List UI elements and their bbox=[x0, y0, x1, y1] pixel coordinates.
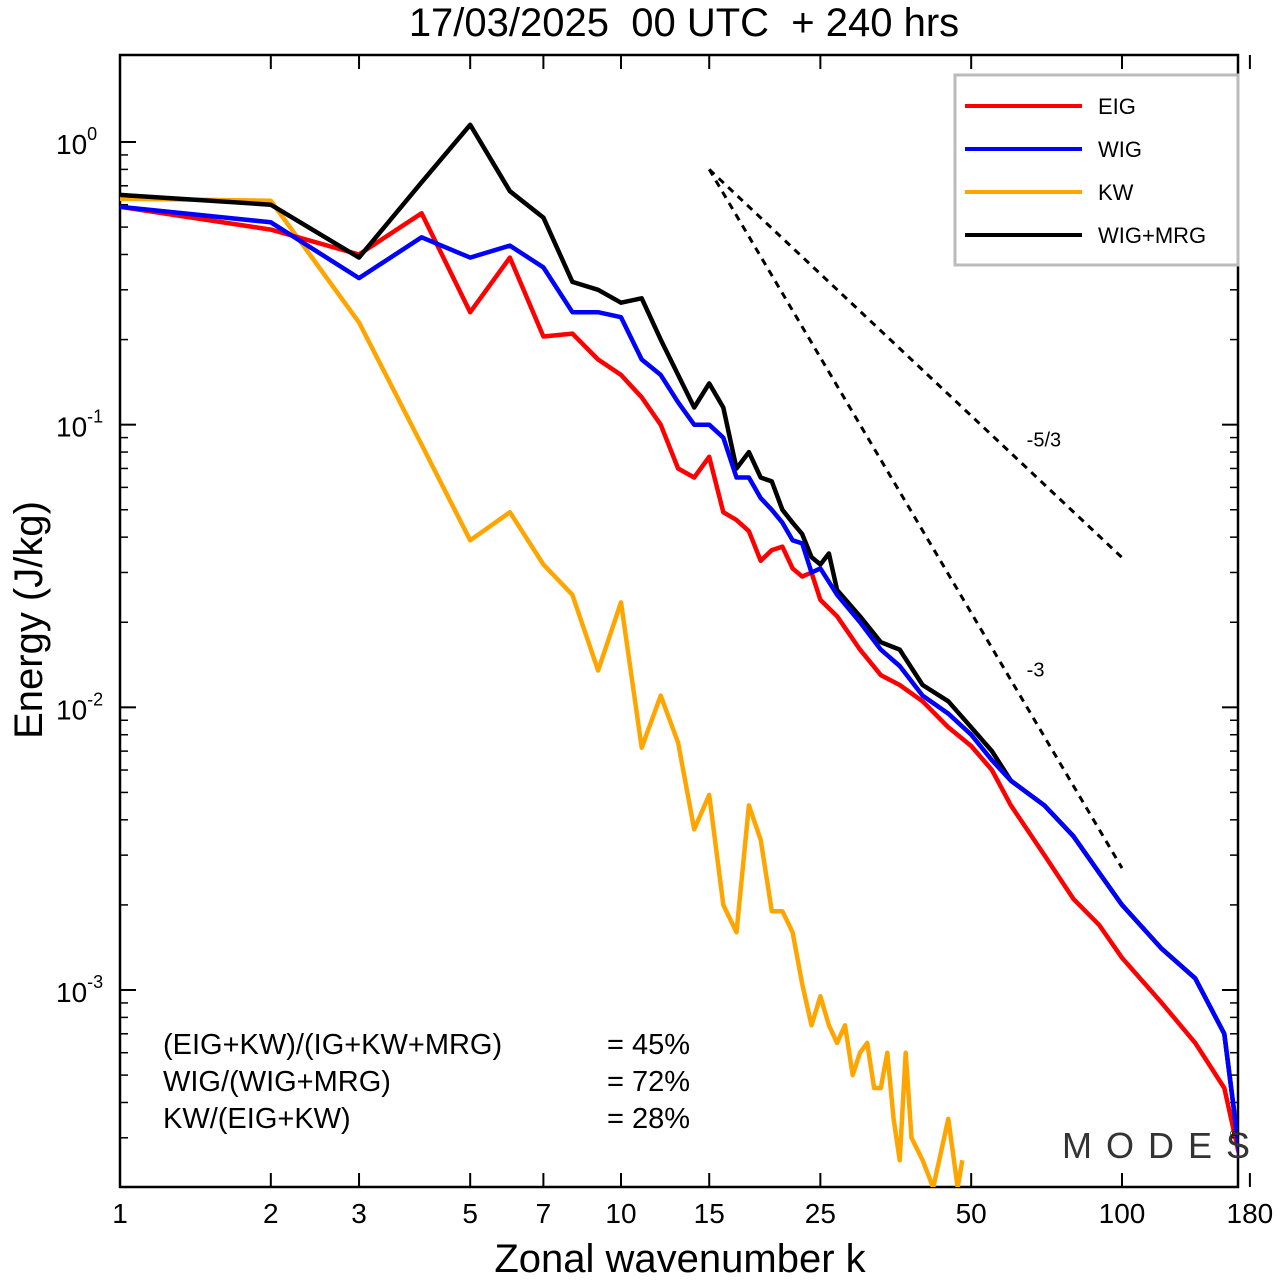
x-tick-label: 50 bbox=[956, 1198, 987, 1229]
slope-line bbox=[707, 168, 1124, 869]
y-tick-label: 10-1 bbox=[56, 407, 103, 443]
x-axis-label: Zonal wavenumber k bbox=[494, 1237, 866, 1281]
y-tick-label: 10-3 bbox=[56, 972, 103, 1008]
y-tick-exponent: -3 bbox=[87, 972, 103, 992]
y-tick-base: 10 bbox=[56, 977, 87, 1008]
stat-value: = 72% bbox=[607, 1066, 690, 1098]
series-lines bbox=[120, 122, 1238, 1187]
x-tick-label: 10 bbox=[605, 1198, 636, 1229]
x-tick-label: 3 bbox=[351, 1198, 367, 1229]
stat-label: WIG/(WIG+MRG) bbox=[163, 1066, 391, 1098]
series-line-wig bbox=[120, 204, 1238, 1160]
plot-frame bbox=[118, 53, 1240, 1189]
x-tick-label: 2 bbox=[263, 1198, 279, 1229]
x-tick-label: 100 bbox=[1099, 1198, 1146, 1229]
stat-value: = 28% bbox=[607, 1103, 690, 1135]
chart-title: 17/03/2025 00 UTC + 240 hrs bbox=[409, 1, 959, 45]
stat-label: KW/(EIG+KW) bbox=[163, 1103, 351, 1135]
series-line-eig bbox=[120, 204, 1238, 1161]
y-tick-base: 10 bbox=[56, 129, 87, 160]
legend-label: EIG bbox=[1098, 94, 1136, 119]
y-tick-label: 100 bbox=[56, 124, 97, 160]
y-tick-exponent: -1 bbox=[87, 407, 103, 427]
modes-text: MODES bbox=[1062, 1125, 1264, 1166]
reference-slopes: -5/3 -3 bbox=[707, 168, 1124, 869]
y-tick-exponent: 0 bbox=[87, 124, 97, 144]
y-axis-label: Energy (J/kg) bbox=[7, 501, 51, 739]
y-tick-exponent: -2 bbox=[87, 689, 103, 709]
y-tick-base: 10 bbox=[56, 694, 87, 725]
stats-block: (EIG+KW)/(IG+KW+MRG) = 45% WIG/(WIG+MRG) = … bbox=[163, 1029, 690, 1135]
x-tick-label: 180 bbox=[1227, 1198, 1274, 1229]
x-tick-label: 5 bbox=[462, 1198, 478, 1229]
stat-value: = 45% bbox=[607, 1029, 690, 1061]
stat-label: (EIG+KW)/(IG+KW+MRG) bbox=[163, 1029, 502, 1061]
x-tick-label: 15 bbox=[694, 1198, 725, 1229]
slope-label: -3 bbox=[1027, 659, 1045, 681]
legend: EIG WIG KW WIG+MRG bbox=[953, 73, 1240, 267]
legend-label: WIG+MRG bbox=[1098, 223, 1206, 248]
x-tick-label: 7 bbox=[536, 1198, 552, 1229]
legend-label: KW bbox=[1098, 180, 1134, 205]
legend-label: WIG bbox=[1098, 137, 1142, 162]
series-line-kw bbox=[120, 196, 965, 1187]
x-tick-label: 1 bbox=[112, 1198, 128, 1229]
modes-watermark: MODES © bbox=[1062, 1125, 1264, 1166]
slope-label: -5/3 bbox=[1027, 430, 1061, 452]
x-tick-label: 25 bbox=[805, 1198, 836, 1229]
copyright-mark: © bbox=[1230, 1126, 1240, 1141]
y-tick-label: 10-2 bbox=[56, 689, 103, 725]
slope-line bbox=[708, 168, 1124, 559]
y-tick-base: 10 bbox=[56, 412, 87, 443]
